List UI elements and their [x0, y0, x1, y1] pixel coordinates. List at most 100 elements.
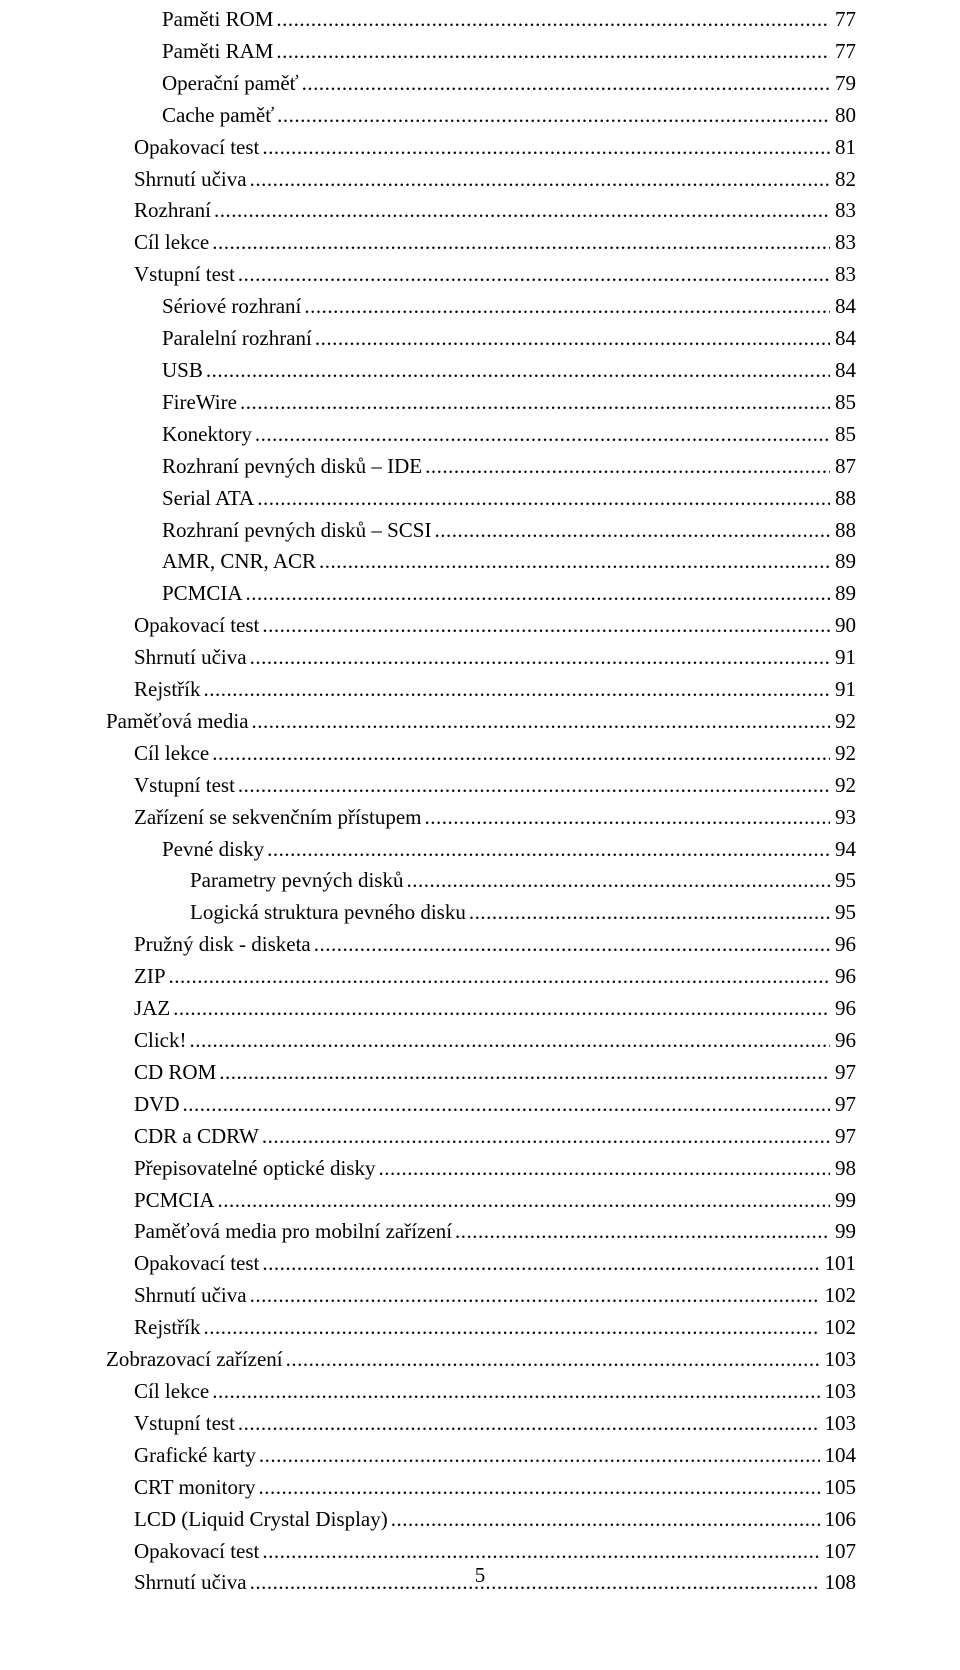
- toc-entry-page: 104: [823, 1440, 857, 1472]
- toc-entry-page: 97: [833, 1121, 856, 1153]
- toc-entry-page: 103: [823, 1408, 857, 1440]
- toc-entry-label: AMR, CNR, ACR: [162, 546, 316, 578]
- table-of-contents: Paměti ROM77Paměti RAM77Operační paměť79…: [106, 4, 856, 1599]
- toc-entry: Pružný disk - disketa96: [106, 929, 856, 961]
- toc-entry-page: 103: [823, 1376, 857, 1408]
- toc-entry: Rozhraní pevných disků – SCSI 88: [106, 515, 856, 547]
- toc-entry-label: Sériové rozhraní: [162, 291, 301, 323]
- toc-leader-dots: [214, 195, 830, 227]
- toc-entry: Parametry pevných disků95: [106, 865, 856, 897]
- toc-leader-dots: [255, 419, 830, 451]
- toc-entry-page: 93: [833, 802, 856, 834]
- toc-entry-label: Opakovací test: [134, 610, 259, 642]
- toc-entry-page: 77: [833, 4, 856, 36]
- toc-entry-label: DVD: [134, 1089, 180, 1121]
- toc-leader-dots: [258, 1472, 819, 1504]
- toc-entry-page: 96: [833, 1025, 856, 1057]
- toc-entry: Vstupní test92: [106, 770, 856, 802]
- toc-entry-page: 88: [833, 515, 856, 547]
- toc-entry-page: 77: [833, 36, 856, 68]
- toc-entry: PCMCIA99: [106, 1185, 856, 1217]
- toc-entry: Cache paměť80: [106, 100, 856, 132]
- toc-entry: Zařízení se sekvenčním přístupem 93: [106, 802, 856, 834]
- toc-entry-page: 83: [833, 259, 856, 291]
- toc-entry-label: Shrnutí učiva: [134, 1280, 247, 1312]
- toc-entry-label: Vstupní test: [134, 1408, 235, 1440]
- toc-entry-label: Paralelní rozhraní: [162, 323, 312, 355]
- toc-entry: Vstupní test 103: [106, 1408, 856, 1440]
- toc-entry-label: Pevné disky: [162, 834, 264, 866]
- toc-entry: CRT monitory105: [106, 1472, 856, 1504]
- toc-leader-dots: [319, 546, 830, 578]
- toc-entry-page: 89: [833, 546, 856, 578]
- toc-entry-label: Zobrazovací zařízení: [106, 1344, 283, 1376]
- toc-entry: Shrnutí učiva91: [106, 642, 856, 674]
- toc-leader-dots: [183, 1089, 831, 1121]
- toc-entry-label: Grafické karty: [134, 1440, 256, 1472]
- toc-entry: JAZ96: [106, 993, 856, 1025]
- toc-entry-page: 99: [833, 1216, 856, 1248]
- toc-leader-dots: [276, 36, 830, 68]
- toc-leader-dots: [262, 1121, 830, 1153]
- toc-entry: Logická struktura pevného disku95: [106, 897, 856, 929]
- toc-entry-page: 88: [833, 483, 856, 515]
- toc-leader-dots: [173, 993, 830, 1025]
- toc-leader-dots: [219, 1057, 830, 1089]
- toc-entry: Pevné disky94: [106, 834, 856, 866]
- toc-entry: FireWire85: [106, 387, 856, 419]
- toc-leader-dots: [302, 68, 830, 100]
- page-number: 5: [0, 1563, 960, 1588]
- toc-entry: CD ROM97: [106, 1057, 856, 1089]
- toc-entry: Grafické karty 104: [106, 1440, 856, 1472]
- toc-entry-page: 91: [833, 674, 856, 706]
- toc-entry: USB84: [106, 355, 856, 387]
- toc-entry-page: 96: [833, 993, 856, 1025]
- toc-leader-dots: [259, 1440, 820, 1472]
- toc-leader-dots: [218, 1185, 830, 1217]
- toc-entry: Rozhraní pevných disků – IDE87: [106, 451, 856, 483]
- toc-leader-dots: [250, 164, 830, 196]
- toc-leader-dots: [391, 1504, 820, 1536]
- toc-entry-label: Rejstřík: [134, 1312, 201, 1344]
- toc-entry: Serial ATA88: [106, 483, 856, 515]
- toc-entry-page: 90: [833, 610, 856, 642]
- toc-entry: Click!96: [106, 1025, 856, 1057]
- toc-leader-dots: [257, 483, 830, 515]
- toc-entry-label: PCMCIA: [162, 578, 243, 610]
- toc-leader-dots: [277, 100, 830, 132]
- toc-entry: Cíl lekce103: [106, 1376, 856, 1408]
- toc-leader-dots: [262, 1248, 819, 1280]
- toc-leader-dots: [238, 1408, 820, 1440]
- toc-leader-dots: [314, 929, 830, 961]
- toc-entry: DVD97: [106, 1089, 856, 1121]
- toc-entry-label: Přepisovatelné optické disky: [134, 1153, 375, 1185]
- toc-leader-dots: [250, 1280, 820, 1312]
- toc-entry-page: 99: [833, 1185, 856, 1217]
- toc-entry-page: 98: [833, 1153, 856, 1185]
- toc-entry: Shrnutí učiva102: [106, 1280, 856, 1312]
- toc-entry-label: Zařízení se sekvenčním přístupem: [134, 802, 422, 834]
- toc-entry-page: 103: [823, 1344, 857, 1376]
- toc-entry: Rejstřík102: [106, 1312, 856, 1344]
- toc-entry-page: 84: [833, 355, 856, 387]
- toc-leader-dots: [315, 323, 830, 355]
- toc-entry-label: Rozhraní pevných disků – SCSI: [162, 515, 431, 547]
- toc-entry: Cíl lekce92: [106, 738, 856, 770]
- toc-entry-page: 105: [823, 1472, 857, 1504]
- toc-entry: Paměťová media92: [106, 706, 856, 738]
- toc-entry-page: 82: [833, 164, 856, 196]
- toc-entry-label: Rozhraní: [134, 195, 211, 227]
- toc-entry: Opakovací test 90: [106, 610, 856, 642]
- toc-entry-label: Opakovací test: [134, 132, 259, 164]
- toc-entry-label: CDR a CDRW: [134, 1121, 259, 1153]
- toc-entry-label: Rozhraní pevných disků – IDE: [162, 451, 422, 483]
- toc-leader-dots: [238, 770, 830, 802]
- toc-entry: Operační paměť79: [106, 68, 856, 100]
- toc-entry-page: 91: [833, 642, 856, 674]
- toc-entry-label: Paměti RAM: [162, 36, 273, 68]
- toc-leader-dots: [252, 706, 830, 738]
- toc-leader-dots: [276, 4, 830, 36]
- toc-entry-label: Paměťová media pro mobilní zařízení: [134, 1216, 452, 1248]
- toc-entry-label: CD ROM: [134, 1057, 216, 1089]
- toc-entry-label: Parametry pevných disků: [190, 865, 403, 897]
